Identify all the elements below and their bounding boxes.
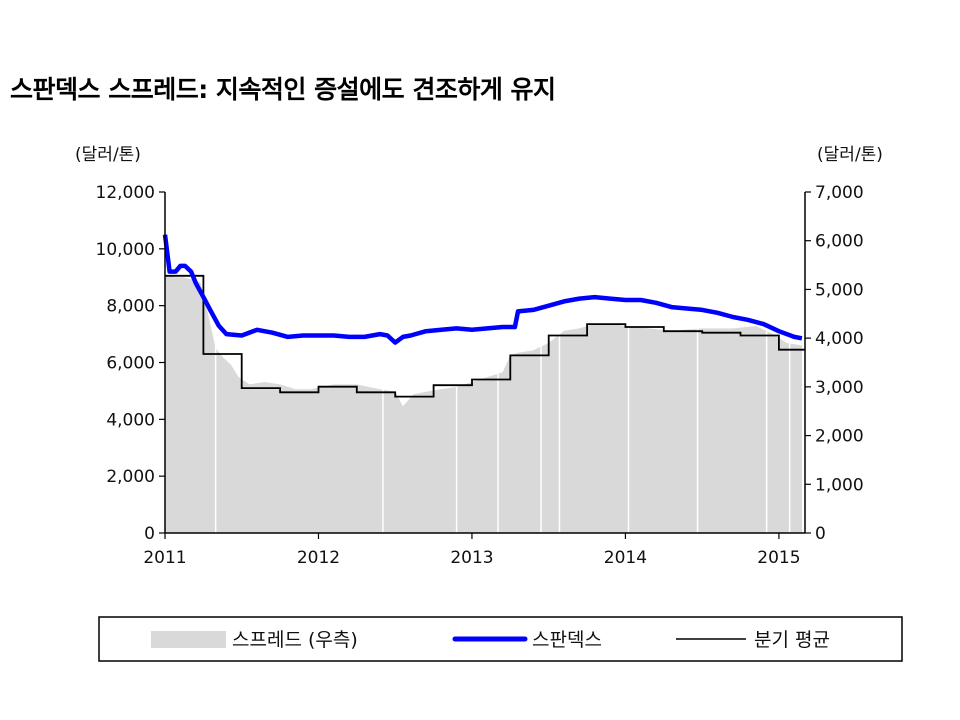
axes-layer: 0 2,000 4,000 6,000 8,000 10,000 12,000 0 1,000 2… [96,183,864,568]
right-tick-label: 1,000 [815,475,864,495]
spandex-line-layer [162,234,803,345]
x-tick-label: 2014 [604,548,647,568]
left-tick-label: 4,000 [106,410,155,430]
spread-gap-layer [214,192,791,533]
spread-area-layer [165,274,802,533]
left-tick-label: 12,000 [96,183,155,203]
right-tick-label: 0 [815,524,826,544]
right-tick-label: 3,000 [815,378,864,398]
right-tick-label: 4,000 [815,329,864,349]
right-tick-label: 5,000 [815,280,864,300]
x-tick-label: 2012 [297,548,340,568]
legend-swatch-spread [151,631,226,648]
quarterly-average-line [165,274,805,398]
legend-label-spread: 스프레드 (우측) [232,629,358,651]
legend-label-quarterly: 분기 평균 [754,629,830,651]
left-tick-label: 10,000 [96,240,155,260]
x-tick-label: 2011 [143,548,186,568]
x-tick-label: 2015 [757,548,800,568]
x-tick-label: 2013 [450,548,493,568]
legend-label-spandex: 스판덱스 [532,629,602,651]
left-axis-unit: (달러/톤) [75,145,141,165]
right-axis-unit: (달러/톤) [817,145,883,165]
left-tick-label: 2,000 [106,467,155,487]
chart-title: 스판덱스 스프레드: 지속적인 증설에도 견조하게 유지 [10,75,556,104]
left-tick-label: 0 [144,524,155,544]
spread-area [165,274,802,533]
right-tick-label: 7,000 [815,183,864,203]
legend: 스프레드 (우측) 스판덱스 분기 평균 [98,616,903,662]
right-tick-label: 6,000 [815,232,864,252]
right-tick-label: 2,000 [815,427,864,447]
left-tick-label: 6,000 [106,354,155,374]
left-tick-label: 8,000 [106,297,155,317]
spandex-line [162,234,803,345]
quarterly-average-layer [165,274,805,398]
